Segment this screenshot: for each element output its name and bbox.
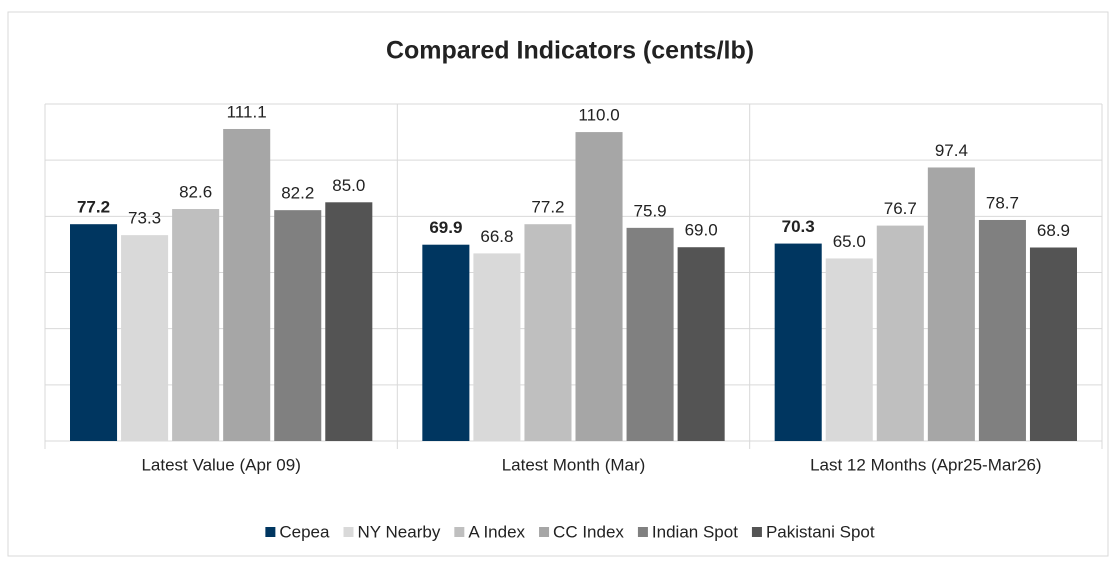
legend-label: Pakistani Spot xyxy=(766,522,875,541)
bar xyxy=(1029,247,1077,441)
legend-item: CC Index xyxy=(539,522,624,541)
legend-label: Indian Spot xyxy=(652,522,738,541)
bar xyxy=(223,128,271,441)
data-label: 78.7 xyxy=(986,193,1019,212)
data-label: 65.0 xyxy=(833,232,866,251)
data-label: 69.0 xyxy=(685,221,718,240)
data-label: 82.2 xyxy=(281,184,314,203)
data-label: 77.2 xyxy=(77,198,110,217)
legend-label: NY Nearby xyxy=(357,522,440,541)
legend-label: CC Index xyxy=(553,522,624,541)
legend-swatch xyxy=(751,527,762,537)
x-tick-label: Latest Value (Apr 09) xyxy=(141,455,300,474)
bar xyxy=(325,202,373,441)
bar xyxy=(774,243,822,441)
data-label: 75.9 xyxy=(634,201,667,220)
bar xyxy=(70,224,118,441)
data-label: 76.7 xyxy=(884,199,917,218)
bar xyxy=(677,247,725,441)
bar xyxy=(575,132,623,442)
bar xyxy=(978,219,1026,441)
x-tick-label: Latest Month (Mar) xyxy=(502,455,646,474)
bar xyxy=(524,224,572,441)
legend-item: Pakistani Spot xyxy=(751,522,875,541)
data-label: 77.2 xyxy=(531,198,564,217)
legend-item: Cepea xyxy=(265,522,330,541)
legend-label: A Index xyxy=(468,522,525,541)
x-tick-label: Last 12 Months (Apr25-Mar26) xyxy=(810,455,1042,474)
data-label: 110.0 xyxy=(578,106,619,125)
data-label: 70.3 xyxy=(782,217,815,236)
bar xyxy=(274,210,322,441)
bar xyxy=(473,253,521,441)
bar xyxy=(876,225,924,441)
bar xyxy=(172,209,220,441)
bar xyxy=(422,244,470,441)
bar xyxy=(121,235,169,441)
legend-swatch xyxy=(265,527,276,537)
data-label: 97.4 xyxy=(935,141,968,160)
data-label: 82.6 xyxy=(179,183,212,202)
legend-item: NY Nearby xyxy=(343,522,441,541)
data-label: 66.8 xyxy=(480,227,513,246)
data-label: 111.1 xyxy=(227,102,267,121)
data-label: 68.9 xyxy=(1037,221,1070,240)
data-label: 85.0 xyxy=(332,176,365,195)
legend-item: Indian Spot xyxy=(637,522,738,541)
legend-swatch xyxy=(539,527,550,537)
chart-title: Compared Indicators (cents/lb) xyxy=(386,37,754,65)
legend-swatch xyxy=(637,527,648,537)
legend-swatch xyxy=(343,527,354,537)
bar xyxy=(927,167,975,442)
legend-swatch xyxy=(454,527,465,537)
data-label: 73.3 xyxy=(128,209,161,228)
legend-label: Cepea xyxy=(279,522,330,541)
legend-item: A Index xyxy=(454,522,526,541)
bar xyxy=(825,258,873,441)
data-label: 69.9 xyxy=(429,218,462,237)
bar xyxy=(626,227,674,441)
